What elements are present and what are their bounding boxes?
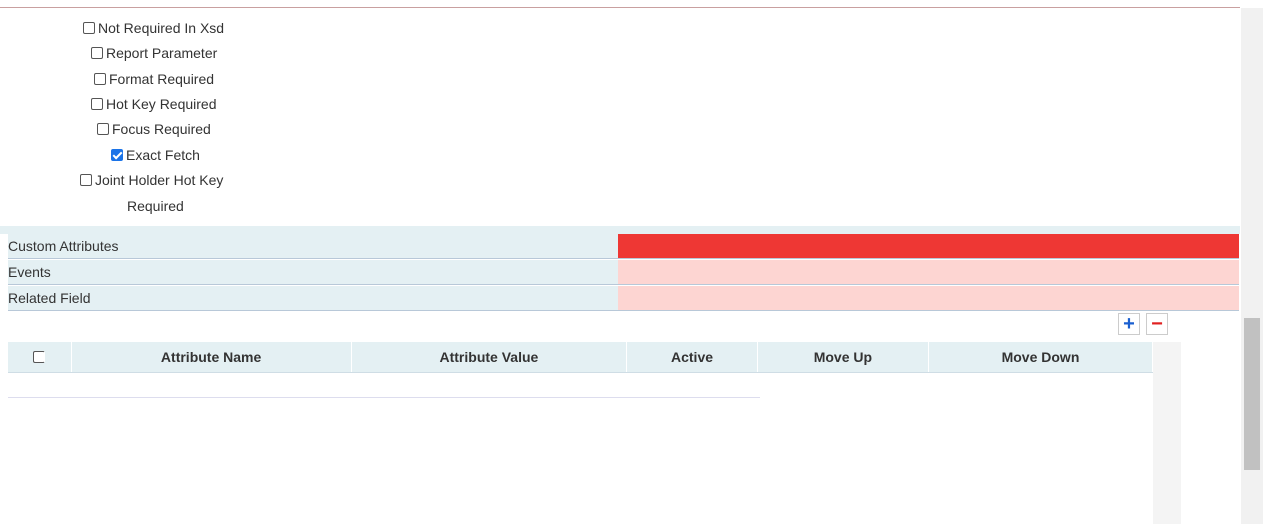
column-header: Move Down (929, 342, 1153, 372)
checkbox[interactable]: Focus Required (97, 121, 211, 137)
section[interactable]: Events (8, 260, 1239, 285)
label: Exact Fetch (126, 147, 200, 163)
checkbox[interactable]: Exact Fetch (111, 147, 200, 163)
label: Focus Required (112, 121, 211, 137)
row-line (8, 397, 760, 398)
add-button[interactable]: + (1118, 313, 1140, 335)
section-title: Custom Attributes (8, 238, 119, 254)
checkbox[interactable]: Joint Holder Hot Key (80, 172, 223, 188)
select-all[interactable] (8, 342, 72, 372)
checkbox[interactable]: Not Required In Xsd (83, 20, 224, 36)
column-header: Attribute Name (72, 342, 352, 372)
label: Format Required (109, 71, 215, 87)
column-header: Active (627, 342, 758, 372)
label: Report Parameter (106, 45, 218, 61)
scrollbar[interactable] (1241, 8, 1263, 524)
column-header: Move Up (758, 342, 929, 372)
section-title: Events (8, 264, 51, 280)
section[interactable]: Custom Attributes (8, 234, 1239, 259)
checkbox[interactable]: Hot Key Required (91, 96, 217, 112)
checkbox[interactable]: Format Required (94, 71, 214, 87)
band (0, 226, 1240, 234)
column-header: Attribute Value (352, 342, 628, 372)
label: Joint Holder Hot Key (95, 172, 224, 188)
inner-scrollbar[interactable] (1153, 342, 1181, 524)
section[interactable]: Related Field (8, 286, 1239, 311)
label: Hot Key Required (106, 96, 217, 112)
label: Not Required In Xsd (98, 20, 225, 36)
table-header: Attribute Name Attribute Value Active Mo… (8, 342, 1153, 373)
remove-button[interactable]: − (1146, 313, 1168, 335)
checkbox[interactable]: Report Parameter (91, 45, 217, 61)
label-continued: Required (127, 198, 184, 214)
section-title: Related Field (8, 290, 91, 306)
divider (0, 7, 1240, 8)
